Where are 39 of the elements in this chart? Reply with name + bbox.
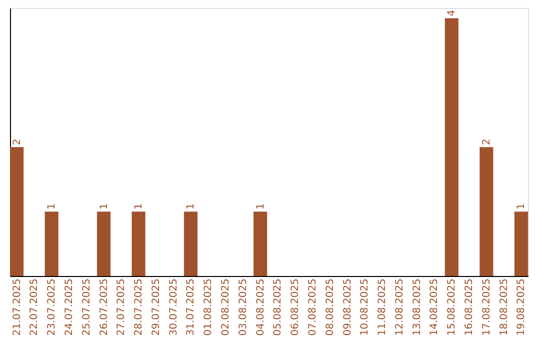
x-tick-label: 17.08.2025 <box>481 278 492 336</box>
x-tick-label: 30.07.2025 <box>168 278 180 336</box>
x-tick-label: 15.08.2025 <box>446 278 458 336</box>
x-tick-label: 14.08.2025 <box>429 278 440 336</box>
data-label: 1 <box>516 203 528 210</box>
x-tick-label: 18.08.2025 <box>498 278 510 336</box>
x-tick-label: 25.07.2025 <box>81 278 92 336</box>
x-tick-label: 13.08.2025 <box>412 278 423 336</box>
x-tick-label: 22.07.2025 <box>29 278 40 336</box>
x-tick-label: 12.08.2025 <box>394 278 406 336</box>
x-tick-label: 10.08.2025 <box>360 278 371 336</box>
x-tick-label: 05.08.2025 <box>272 278 284 336</box>
x-tick-label: 01.08.2025 <box>203 278 214 336</box>
data-label: 1 <box>46 203 58 210</box>
x-tick-label: 23.07.2025 <box>46 278 58 336</box>
data-label: 2 <box>481 138 492 146</box>
x-tick-label: 29.07.2025 <box>150 278 162 336</box>
data-label: 1 <box>98 203 110 210</box>
x-tick-label: 09.08.2025 <box>342 278 354 336</box>
x-tick-label: 31.07.2025 <box>186 278 197 336</box>
x-tick-label: 08.08.2025 <box>324 278 336 336</box>
data-label: 1 <box>186 203 197 210</box>
x-tick-label: 02.08.2025 <box>220 278 232 336</box>
x-tick-label: 03.08.2025 <box>238 278 249 336</box>
x-tick-label: 27.07.2025 <box>116 278 128 336</box>
x-tick-label: 04.08.2025 <box>255 278 266 336</box>
x-tick-label: 26.07.2025 <box>98 278 110 336</box>
x-tick-label: 19.08.2025 <box>516 278 528 336</box>
data-label: 1 <box>255 203 266 210</box>
data-label: 1 <box>134 203 145 210</box>
x-tick-label: 21.07.2025 <box>12 278 23 336</box>
data-label: 4 <box>446 10 458 16</box>
x-tick-label: 06.08.2025 <box>290 278 302 336</box>
data-label: 2 <box>12 138 23 146</box>
x-tick-label: 16.08.2025 <box>464 278 476 336</box>
x-tick-label: 28.07.2025 <box>134 278 145 336</box>
x-tick-label: 07.08.2025 <box>307 278 318 336</box>
x-tick-label: 24.07.2025 <box>64 278 75 336</box>
x-tick-label: 11.08.2025 <box>377 278 388 336</box>
